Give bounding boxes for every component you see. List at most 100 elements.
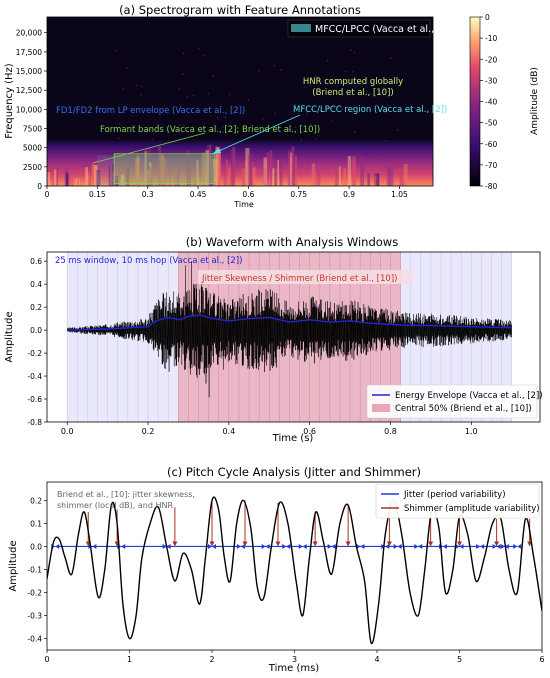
spectrogram-speck [315, 76, 317, 78]
spectrogram-panel: (a) Spectrogram with Feature Annotations… [4, 3, 540, 209]
spectrogram-cell [248, 153, 253, 186]
colorbar-tick-label: -50 [485, 119, 497, 128]
spectrogram-cell [86, 172, 90, 186]
jitter-marker [418, 543, 423, 549]
shimmer-arrowhead [209, 541, 215, 547]
spectrogram-cell [169, 169, 171, 186]
shimmer-arrowhead [172, 541, 178, 547]
spectrogram-speck [122, 88, 124, 90]
jitter-marker [282, 543, 287, 549]
waveform-trace [66, 261, 512, 398]
annotation-mfcc-region: MFCC/LPCC region (Vacca et al., [2]) [293, 105, 447, 115]
jitter-label-box [198, 270, 412, 284]
spectrogram-speck [211, 130, 213, 132]
y-tick-label: 5000 [23, 144, 42, 153]
spectrogram-cell [272, 168, 275, 186]
spectrogram-speck [274, 112, 276, 115]
jitter-marker [261, 543, 266, 549]
x-tick-label: 0.8 [384, 427, 397, 436]
spectrogram-cell [213, 158, 218, 186]
jitter-marker [302, 543, 307, 549]
waveform-x-label: Time (s) [272, 433, 314, 444]
x-tick-label: 0.2 [142, 427, 155, 436]
spectrogram-cell [335, 165, 339, 186]
spectrogram-cell [54, 169, 57, 186]
x-tick-label: 0.6 [303, 427, 316, 436]
panel-b-title: (b) Waveform with Analysis Windows [186, 235, 398, 249]
y-tick-label: 2500 [23, 163, 42, 172]
annotation-hnr-cite: (Briend et al., [10]) [312, 88, 393, 98]
spectrogram-cell [70, 175, 74, 186]
arrowhead-mfcc [212, 148, 221, 154]
spectrogram-speck [248, 99, 250, 101]
y-tick-label: 0.2 [30, 303, 42, 312]
spectrogram-cell [85, 167, 88, 186]
spectrogram-speck [294, 103, 297, 105]
spectrogram-cell [174, 168, 178, 186]
spectrogram-x-label: Time [233, 200, 254, 209]
pitch-x-ticks: 0 1 2 3 4 5 6 [44, 650, 545, 664]
spectrogram-cell [347, 156, 352, 186]
spectrogram-cell [96, 169, 101, 186]
x-tick-label: 0.45 [190, 190, 207, 199]
spectrogram-cell [109, 170, 114, 186]
x-tick-label: 5 [457, 655, 462, 664]
spectrogram-speck [258, 70, 260, 72]
annotation-window-hop: 25 ms window, 10 ms hop (Vacca et al., [… [55, 256, 242, 266]
y-tick-label: 0 [37, 182, 42, 191]
spectrogram-speck [118, 137, 120, 140]
waveform-x-ticks: 0.0 0.2 0.4 0.6 0.8 1.0 [61, 422, 478, 436]
spectrogram-speck [396, 129, 399, 131]
legend-swatch-central [372, 404, 390, 412]
colorbar [469, 16, 481, 187]
spectrogram-cell [91, 163, 95, 186]
pitch-legend [375, 483, 540, 519]
jitter-marker [397, 543, 402, 549]
colorbar-tick-label: -60 [485, 140, 497, 149]
jitter-marker [356, 543, 361, 549]
spectrogram-speck [192, 95, 194, 97]
spectrogram-cell [263, 157, 268, 186]
jitter-marker [480, 543, 485, 549]
spectrogram-speck [310, 85, 312, 87]
spectrogram-cell [218, 149, 221, 186]
energy-envelope-line [67, 314, 512, 331]
jitter-marker [166, 543, 171, 549]
x-tick-label: 1.05 [391, 190, 408, 199]
spectrogram-cell [232, 146, 236, 186]
x-tick-label: 4 [374, 655, 379, 664]
spectrogram-speck [119, 123, 121, 125]
spectrogram-speck [294, 126, 296, 128]
x-tick-label: 1.0 [465, 427, 478, 436]
spectrogram-speck [373, 91, 375, 93]
y-tick-label: 10,000 [16, 105, 42, 114]
x-tick-label: 0.3 [142, 190, 154, 199]
spectrogram-cell [56, 167, 58, 186]
y-tick-label: 0.2 [30, 496, 42, 505]
spectrogram-cell [274, 158, 277, 186]
jitter-marker [121, 543, 126, 549]
spectrogram-cell [51, 177, 55, 186]
spectrogram-cell [291, 146, 295, 186]
panel-c-title: (c) Pitch Cycle Analysis (Jitter and Shi… [167, 465, 421, 479]
jitter-marker [92, 543, 97, 549]
spectrogram-speck [273, 65, 275, 67]
spectrogram-cell [205, 150, 210, 186]
spectrogram-cell [176, 168, 180, 186]
y-tick-label: -0.2 [27, 588, 42, 597]
spectrogram-speck [140, 94, 142, 96]
jitter-marker [385, 543, 390, 549]
jitter-marker [286, 543, 291, 549]
legend-label-jitter: Jitter (period variability) [403, 490, 506, 500]
x-tick-label: 0 [45, 190, 50, 199]
spectrogram-cell [360, 155, 365, 186]
spectrogram-speck [152, 138, 154, 141]
spectrogram-speck [183, 124, 185, 126]
x-tick-label: 0.75 [290, 190, 307, 199]
formant-region [113, 153, 216, 185]
shimmer-arrowhead [345, 541, 351, 547]
pitch-y-label: Amplitude [8, 540, 19, 591]
spectrogram-speck [385, 139, 387, 142]
spectrogram-speck [300, 139, 303, 141]
spectrogram-speck [352, 71, 354, 73]
